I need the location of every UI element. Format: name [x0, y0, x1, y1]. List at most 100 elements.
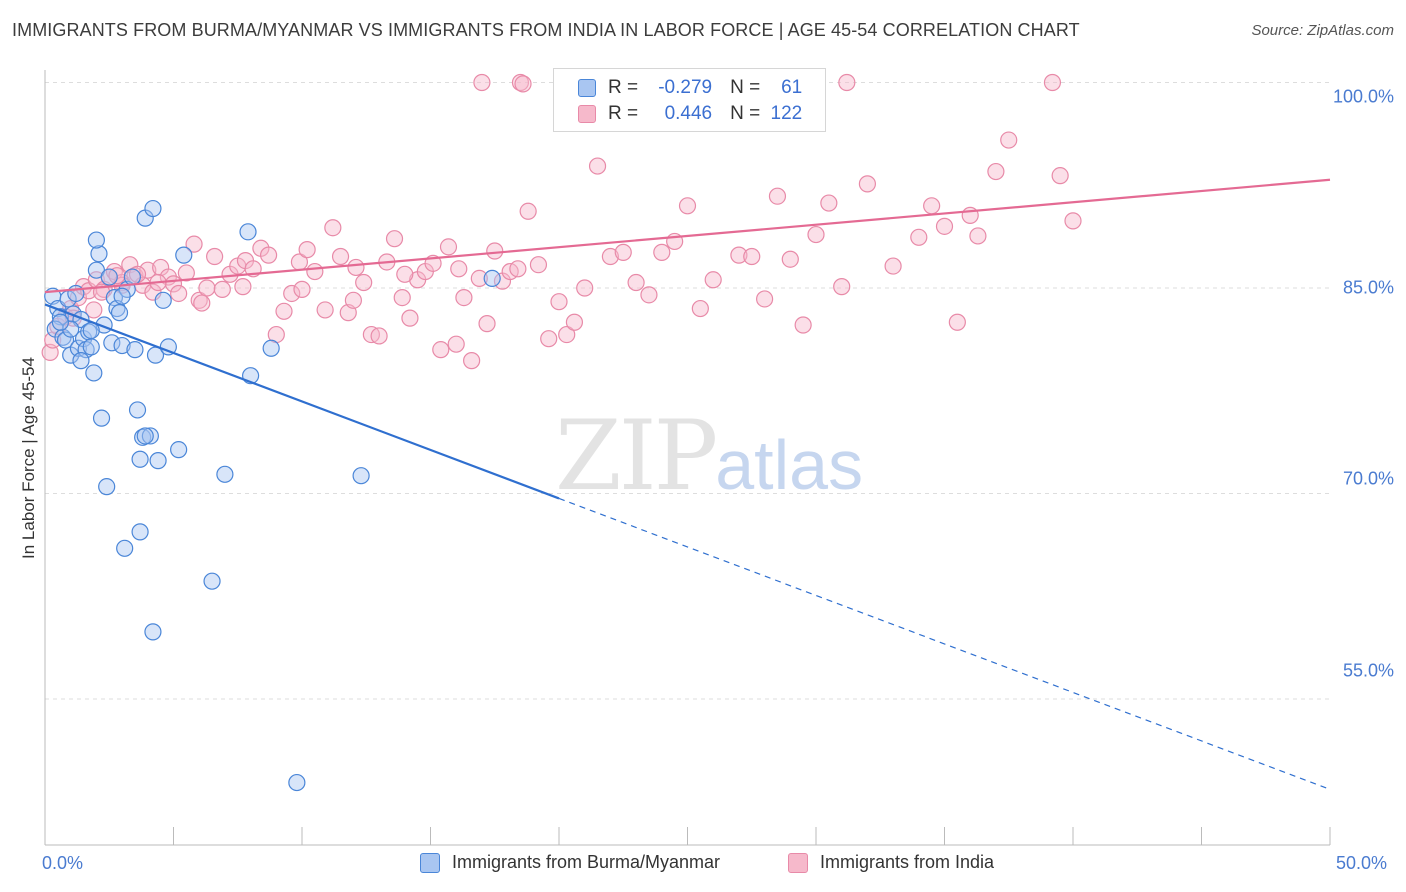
data-point-india: [473, 73, 491, 92]
data-point-india: [1064, 212, 1082, 230]
legend-label-india: Immigrants from India: [820, 852, 995, 872]
data-point-india: [185, 235, 203, 253]
data-point-india: [640, 286, 658, 304]
series-legend: Immigrants from Burma/Myanmar Immigrants…: [0, 852, 1406, 878]
trend-line-india: [44, 178, 1331, 294]
data-point-india: [450, 260, 468, 278]
data-point-burma: [352, 467, 370, 485]
data-point-india: [923, 197, 941, 215]
x-tick-label-min: 0.0%: [42, 853, 84, 873]
data-point-india: [234, 278, 252, 296]
data-point-india: [316, 301, 334, 319]
data-point-burma: [116, 539, 134, 557]
data-point-india: [206, 247, 224, 266]
data-point-india: [910, 228, 928, 246]
data-point-india: [478, 315, 496, 333]
r-value: 0.446: [664, 103, 713, 124]
data-point-india: [794, 316, 812, 334]
data-point-burma: [103, 334, 121, 352]
data-point-burma: [82, 338, 100, 356]
data-point-india: [432, 341, 450, 359]
data-point-india: [177, 264, 195, 282]
watermark-atlas: atlas: [715, 426, 864, 504]
data-point-india: [331, 247, 350, 266]
data-point-burma: [92, 409, 111, 427]
data-point-burma: [141, 427, 159, 445]
data-point-india: [678, 197, 697, 215]
data-point-india: [969, 227, 987, 245]
data-point-india: [306, 262, 324, 281]
data-point-india: [193, 294, 211, 312]
data-point-india: [393, 288, 411, 307]
data-point-india: [565, 313, 584, 331]
data-point-india: [509, 260, 527, 278]
data-point-india: [987, 162, 1005, 181]
data-point-india: [558, 325, 576, 344]
r-value: -0.279: [658, 77, 713, 98]
data-point-burma: [154, 291, 172, 309]
y-axis-title: In Labor Force | Age 45-54: [19, 357, 38, 559]
data-point-india: [370, 327, 388, 345]
data-point-india: [730, 246, 748, 264]
stats-legend: R = -0.279 N = 61 R = 0.446 N = 122: [553, 68, 826, 132]
data-point-burma: [62, 320, 80, 338]
data-point-burma: [203, 572, 221, 590]
data-point-india: [259, 246, 278, 264]
india-swatch: [578, 105, 596, 123]
data-point-india: [293, 280, 311, 298]
y-tick-label-100: 100.0%: [1332, 86, 1394, 107]
data-point-india: [807, 225, 825, 244]
data-point-burma: [110, 304, 129, 322]
data-point-burma: [175, 246, 193, 264]
data-point-india: [401, 309, 419, 327]
legend-label-burma: Immigrants from Burma/Myanmar: [452, 852, 721, 872]
data-point-india: [463, 352, 481, 370]
data-point-india: [948, 313, 966, 331]
data-point-india: [347, 258, 365, 277]
data-point-india: [820, 194, 838, 212]
data-point-india: [833, 278, 851, 296]
data-point-india: [627, 273, 645, 292]
data-point-india: [275, 302, 293, 320]
chart-title: IMMIGRANTS FROM BURMA/MYANMAR VS IMMIGRA…: [12, 20, 1080, 40]
data-point-india: [439, 238, 458, 256]
stats-legend-row-burma: R = -0.279 N = 61: [578, 75, 802, 101]
data-point-burma: [216, 465, 234, 483]
data-point-india: [691, 299, 709, 318]
data-point-india: [1000, 131, 1018, 149]
data-point-burma: [149, 452, 167, 470]
y-tick-label-85: 85.0%: [1342, 277, 1394, 298]
data-point-burma: [136, 427, 154, 445]
data-point-burma: [144, 199, 162, 218]
data-point-burma: [87, 231, 106, 249]
data-point-india: [355, 273, 373, 292]
n-value: 61: [781, 77, 803, 98]
data-point-india: [447, 335, 465, 353]
data-point-burma: [128, 401, 147, 419]
data-point-india: [519, 202, 537, 220]
data-point-india: [170, 284, 188, 303]
stats-legend-row-india: R = 0.446 N = 122: [578, 101, 802, 127]
legend-swatch-burma: [420, 852, 440, 873]
data-point-india: [576, 279, 594, 297]
data-point-india: [743, 247, 761, 266]
data-point-burma: [100, 268, 118, 286]
r-label: R =: [608, 103, 639, 124]
data-point-india: [298, 241, 316, 259]
y-tick-label-55: 55.0%: [1342, 660, 1394, 681]
burma-swatch: [578, 79, 596, 97]
data-point-india: [128, 265, 147, 283]
data-point-india: [190, 291, 208, 309]
data-point-india: [838, 73, 856, 92]
x-tick-label-max: 50.0%: [1336, 853, 1388, 873]
data-point-burma: [113, 287, 131, 305]
data-point-india: [588, 157, 607, 175]
legend-swatch-india: [788, 852, 808, 873]
data-point-burma: [131, 450, 149, 468]
data-point-india: [653, 243, 671, 261]
data-point-india: [470, 269, 488, 288]
data-point-burma: [483, 269, 501, 288]
y-tick-label-70: 70.0%: [1342, 468, 1394, 489]
data-point-india: [768, 187, 787, 205]
